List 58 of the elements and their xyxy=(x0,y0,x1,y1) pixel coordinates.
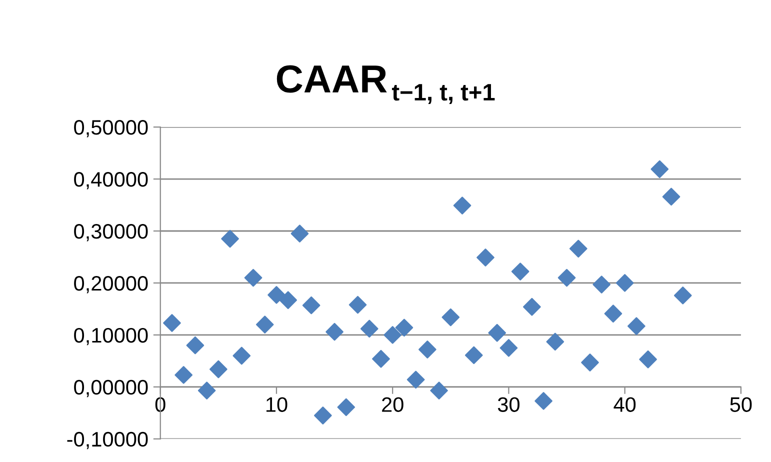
y-tick-label: 0,20000 xyxy=(74,276,148,294)
point xyxy=(337,398,356,416)
point xyxy=(384,326,402,344)
point xyxy=(523,298,541,316)
point xyxy=(476,248,494,266)
point xyxy=(558,268,576,287)
x-tick-label: 10 xyxy=(266,397,288,412)
point xyxy=(464,346,483,364)
point xyxy=(314,406,332,424)
point xyxy=(174,366,192,384)
point xyxy=(372,350,390,368)
point xyxy=(163,314,181,332)
point xyxy=(442,308,460,326)
point xyxy=(430,382,448,400)
point xyxy=(604,304,622,323)
point xyxy=(360,320,378,338)
point xyxy=(268,286,286,304)
point xyxy=(453,196,472,214)
point xyxy=(650,160,669,178)
point xyxy=(488,324,506,342)
point xyxy=(256,316,274,334)
point xyxy=(326,322,344,341)
point xyxy=(569,240,588,258)
x-tick-label: 40 xyxy=(614,397,636,412)
point xyxy=(348,296,367,314)
y-tick-label: 0,40000 xyxy=(74,172,148,190)
point xyxy=(500,339,518,357)
point xyxy=(662,188,680,206)
point xyxy=(674,286,692,304)
point xyxy=(279,291,298,310)
point xyxy=(534,392,552,410)
point xyxy=(581,354,599,372)
point xyxy=(221,230,239,248)
point xyxy=(592,276,611,294)
point xyxy=(210,360,228,378)
point xyxy=(198,382,216,400)
x-tick-label: 20 xyxy=(382,397,404,412)
point xyxy=(232,346,251,365)
point xyxy=(546,332,564,351)
point xyxy=(186,336,204,354)
y-tick-label: 0,00000 xyxy=(74,380,148,398)
x-tick-label: 0 xyxy=(155,397,166,412)
y-tick-label: 0,30000 xyxy=(74,224,148,242)
y-tick-label: 0,50000 xyxy=(74,120,148,138)
y-tick-label: -0,10000 xyxy=(67,432,148,450)
point xyxy=(290,224,309,243)
x-tick-label: 50 xyxy=(730,397,752,412)
point xyxy=(616,274,634,292)
point xyxy=(406,370,425,389)
point xyxy=(511,262,530,280)
point xyxy=(395,318,414,337)
point xyxy=(418,340,436,358)
point xyxy=(244,268,262,287)
x-tick-label: 30 xyxy=(498,397,520,412)
point xyxy=(639,350,657,368)
point xyxy=(628,317,646,336)
y-tick-label: 0,10000 xyxy=(74,328,148,346)
point xyxy=(302,296,320,314)
